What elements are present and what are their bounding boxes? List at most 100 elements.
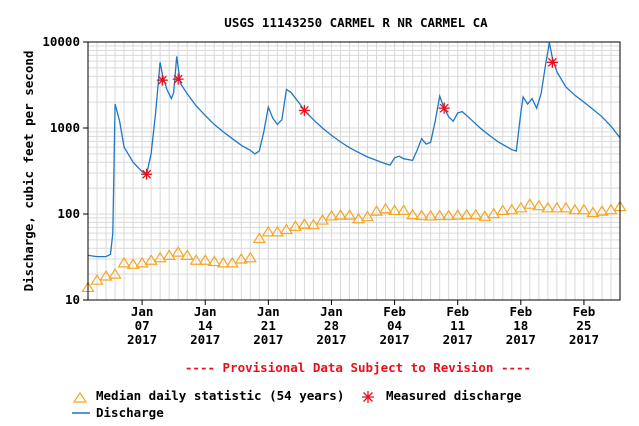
median-point: [415, 209, 429, 221]
x-tick-label: 28: [324, 318, 339, 333]
median-point: [315, 213, 330, 225]
grid-lines: [88, 42, 620, 300]
x-tick-label: Feb: [446, 304, 469, 319]
median-point: [487, 207, 501, 219]
median-point: [433, 209, 447, 221]
x-tick-label: 25: [576, 318, 591, 333]
x-tick-label: 04: [387, 318, 402, 333]
legend-median-label: Median daily statistic (54 years): [96, 388, 344, 403]
median-point: [586, 206, 600, 218]
discharge-line: [87, 42, 621, 258]
x-tick-label: 2017: [316, 332, 346, 347]
median-point: [550, 201, 564, 213]
measured-point: [156, 74, 168, 86]
median-point: [171, 246, 185, 257]
chart-title: USGS 11143250 CARMEL R NR CARMEL CA: [224, 15, 488, 30]
median-point: [234, 252, 248, 264]
median-point: [397, 204, 411, 216]
median-point: [604, 203, 618, 215]
measured-point: [546, 56, 558, 68]
legend-measured-marker: [362, 391, 374, 403]
y-axis-ticks: 10 100 1000 10000: [42, 34, 88, 307]
median-point: [117, 256, 131, 268]
provisional-note: ---- Provisional Data Subject to Revisio…: [185, 360, 531, 375]
x-tick-label: Feb: [573, 304, 596, 319]
y-tick-label: 10000: [42, 34, 80, 49]
median-point: [406, 208, 420, 220]
median-point: [351, 212, 366, 224]
median-point: [153, 251, 167, 263]
legend-discharge-label: Discharge: [96, 405, 164, 420]
median-point: [541, 201, 555, 213]
x-axis-ticks: Jan072017Jan142017Jan212017Jan282017Feb0…: [127, 300, 599, 347]
median-point: [577, 203, 591, 215]
median-point: [90, 274, 104, 285]
x-tick-label: 07: [135, 318, 150, 333]
median-point: [144, 254, 158, 265]
median-point: [216, 256, 230, 268]
x-tick-label: 2017: [380, 332, 410, 347]
y-tick-label: 1000: [50, 120, 80, 135]
x-tick-label: 2017: [443, 332, 473, 347]
median-point: [478, 210, 492, 221]
median-point: [369, 204, 384, 216]
x-tick-label: 2017: [127, 332, 157, 347]
x-tick-label: 21: [261, 318, 276, 333]
measured-point: [141, 168, 153, 180]
median-point: [568, 203, 582, 215]
median-point: [189, 254, 203, 265]
median-point: [252, 232, 266, 244]
median-point: [424, 209, 438, 221]
median-point: [180, 249, 194, 261]
median-point: [126, 258, 140, 269]
median-point: [288, 220, 302, 231]
x-tick-label: Jan: [131, 304, 154, 319]
median-point: [532, 199, 546, 211]
x-tick-label: Jan: [194, 304, 217, 319]
median-point: [595, 204, 609, 216]
median-point: [270, 225, 284, 237]
median-point: [469, 208, 483, 220]
median-point: [442, 209, 456, 221]
x-tick-label: 2017: [190, 332, 220, 347]
median-point: [108, 267, 122, 279]
median-point: [451, 208, 465, 220]
median-point: [243, 251, 257, 263]
median-series: [81, 198, 627, 293]
x-tick-label: 2017: [506, 332, 536, 347]
median-point: [514, 201, 528, 213]
x-tick-label: 2017: [569, 332, 599, 347]
x-tick-label: Jan: [257, 304, 280, 319]
median-point: [378, 202, 393, 214]
x-tick-label: 11: [450, 318, 465, 333]
median-point: [342, 208, 357, 220]
x-tick-label: 2017: [253, 332, 283, 347]
median-point: [99, 269, 113, 281]
measured-point: [438, 102, 450, 114]
median-point: [297, 218, 311, 229]
median-point: [559, 201, 573, 213]
legend-median-marker: [72, 391, 88, 403]
median-point: [333, 208, 348, 220]
measured-series: [141, 56, 558, 180]
median-point: [388, 204, 402, 216]
median-point: [207, 255, 221, 267]
measured-point: [172, 73, 184, 85]
x-tick-label: Jan: [320, 304, 343, 319]
plot-frame: [87, 41, 621, 301]
median-point: [279, 223, 293, 235]
y-tick-label: 10: [65, 292, 80, 307]
median-point: [135, 256, 149, 268]
median-point: [261, 225, 275, 237]
median-point: [505, 203, 519, 215]
median-point: [496, 204, 510, 216]
y-tick-label: 100: [57, 206, 80, 221]
y-axis-label: Discharge, cubic feet per second: [21, 51, 36, 292]
median-point: [324, 209, 339, 221]
legend-measured-label: Measured discharge: [386, 388, 522, 403]
x-tick-label: Feb: [383, 304, 406, 319]
legend: Median daily statistic (54 years) Measur…: [72, 388, 522, 420]
x-tick-label: 18: [513, 318, 528, 333]
measured-point: [298, 104, 310, 116]
